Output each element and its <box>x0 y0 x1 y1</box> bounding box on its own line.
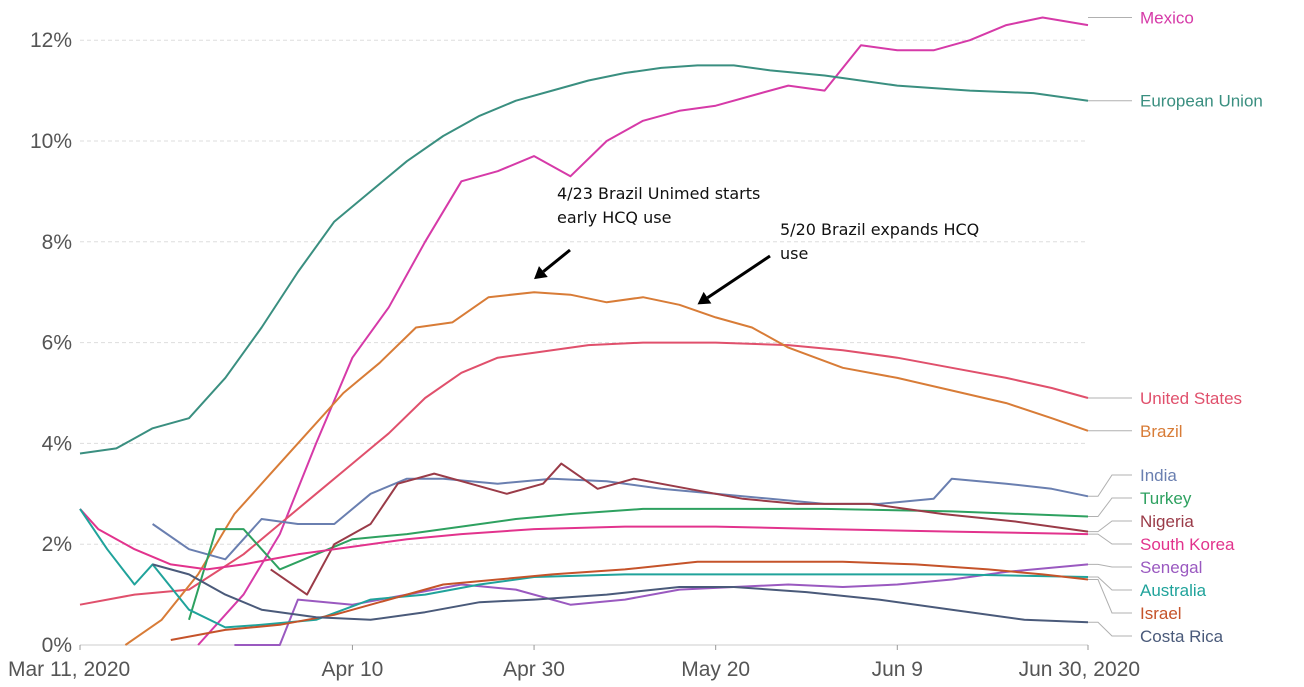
series-labels: Mexico European Union United States Brazil I… <box>1088 9 1263 646</box>
series-label-mexico: Mexico <box>1140 9 1194 28</box>
series-line-nigeria <box>270 462 1089 596</box>
x-tick-label: May 20 <box>681 658 750 681</box>
series-line-costa-rica <box>152 563 1089 624</box>
series-label-turkey: Turkey <box>1140 489 1192 508</box>
annotations: 4/23 Brazil Unimed starts early HCQ use 5/… <box>534 184 979 305</box>
leader-line <box>1088 579 1132 614</box>
grid-lines <box>80 39 1088 646</box>
series-line-senegal <box>234 563 1089 646</box>
leader-line <box>1088 474 1132 497</box>
x-tick-label: Apr 30 <box>503 658 565 681</box>
y-tick-label: 6% <box>42 332 72 355</box>
series-label-costa-rica: Costa Rica <box>1140 627 1224 646</box>
series-line-mexico <box>197 16 1089 646</box>
leader-line <box>1088 520 1132 533</box>
series-line-brazil <box>124 291 1089 646</box>
series-label-european-union: European Union <box>1140 92 1263 111</box>
annotation-text: 5/20 Brazil expands HCQ <box>780 220 979 239</box>
leader-line <box>1088 563 1132 568</box>
series-label-brazil: Brazil <box>1140 422 1183 441</box>
annotation-arrow-head <box>697 291 712 305</box>
series-line-united-states <box>79 341 1089 606</box>
y-tick-label: 2% <box>42 533 72 556</box>
series-line-australia <box>79 508 1089 629</box>
annotation-arrow-shaft <box>542 248 571 273</box>
y-tick-label: 8% <box>42 231 72 254</box>
x-axis: Mar 11, 2020 Apr 10 Apr 30 May 20 Jun 9 Jun 3… <box>8 645 1140 681</box>
annotation: 5/20 Brazil expands HCQ use <box>697 220 979 305</box>
leader-line <box>1088 576 1132 591</box>
series-label-senegal: Senegal <box>1140 558 1202 577</box>
y-axis: 0% 2% 4% 6% 8% 10% 12% <box>30 29 72 657</box>
series-label-australia: Australia <box>1140 581 1207 600</box>
leader-line <box>1088 497 1132 517</box>
series-label-india: India <box>1140 466 1177 485</box>
annotation-text: early HCQ use <box>557 208 671 227</box>
x-tick-label: Jun 30, 2020 <box>1019 658 1140 681</box>
series-line-india <box>152 477 1089 561</box>
y-tick-label: 0% <box>42 634 72 657</box>
annotation: 4/23 Brazil Unimed starts early HCQ use <box>534 184 760 280</box>
series-line-turkey <box>188 507 1089 621</box>
x-tick-label: Mar 11, 2020 <box>8 658 130 681</box>
y-tick-label: 12% <box>30 29 72 52</box>
annotation-arrow-head <box>534 266 548 280</box>
leader-line <box>1088 533 1132 545</box>
series-label-united-states: United States <box>1140 389 1242 408</box>
y-tick-label: 10% <box>30 130 72 153</box>
leader-line <box>1088 621 1132 637</box>
series-line-israel <box>170 560 1089 641</box>
series-line-european-union <box>79 64 1089 455</box>
annotation-arrow-shaft <box>706 254 771 299</box>
annotation-text: 4/23 Brazil Unimed starts <box>557 184 760 203</box>
x-tick-label: Jun 9 <box>872 658 923 681</box>
series-line-south-korea <box>79 508 1089 571</box>
series-label-israel: Israel <box>1140 604 1182 623</box>
series-label-south-korea: South Korea <box>1140 535 1235 554</box>
y-tick-label: 4% <box>42 432 72 455</box>
series-lines <box>79 16 1089 646</box>
x-tick-label: Apr 10 <box>321 658 383 681</box>
series-label-nigeria: Nigeria <box>1140 512 1194 531</box>
annotation-text: use <box>780 244 808 263</box>
